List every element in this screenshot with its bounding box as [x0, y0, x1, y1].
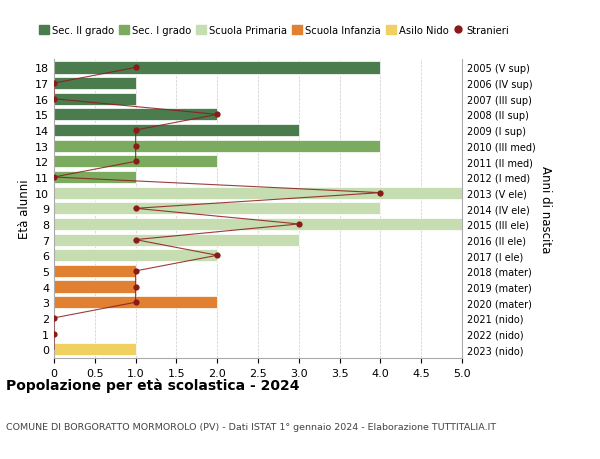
Bar — [54, 62, 380, 74]
Bar — [54, 203, 380, 215]
Bar — [54, 297, 217, 308]
Bar — [54, 343, 136, 356]
Bar — [54, 250, 217, 262]
Bar — [54, 234, 299, 246]
Y-axis label: Anni di nascita: Anni di nascita — [539, 165, 552, 252]
Bar — [54, 94, 136, 106]
Y-axis label: Età alunni: Età alunni — [18, 179, 31, 239]
Bar — [54, 140, 380, 152]
Bar — [54, 187, 462, 199]
Text: Popolazione per età scolastica - 2024: Popolazione per età scolastica - 2024 — [6, 378, 299, 392]
Bar — [54, 218, 462, 230]
Bar — [54, 172, 136, 184]
Bar — [54, 109, 217, 121]
Bar — [54, 281, 136, 293]
Legend: Sec. II grado, Sec. I grado, Scuola Primaria, Scuola Infanzia, Asilo Nido, Stran: Sec. II grado, Sec. I grado, Scuola Prim… — [38, 26, 509, 36]
Bar — [54, 265, 136, 277]
Bar — [54, 156, 217, 168]
Bar — [54, 125, 299, 137]
Bar — [54, 78, 136, 90]
Text: COMUNE DI BORGORATTO MORMOROLO (PV) - Dati ISTAT 1° gennaio 2024 - Elaborazione : COMUNE DI BORGORATTO MORMOROLO (PV) - Da… — [6, 422, 496, 431]
